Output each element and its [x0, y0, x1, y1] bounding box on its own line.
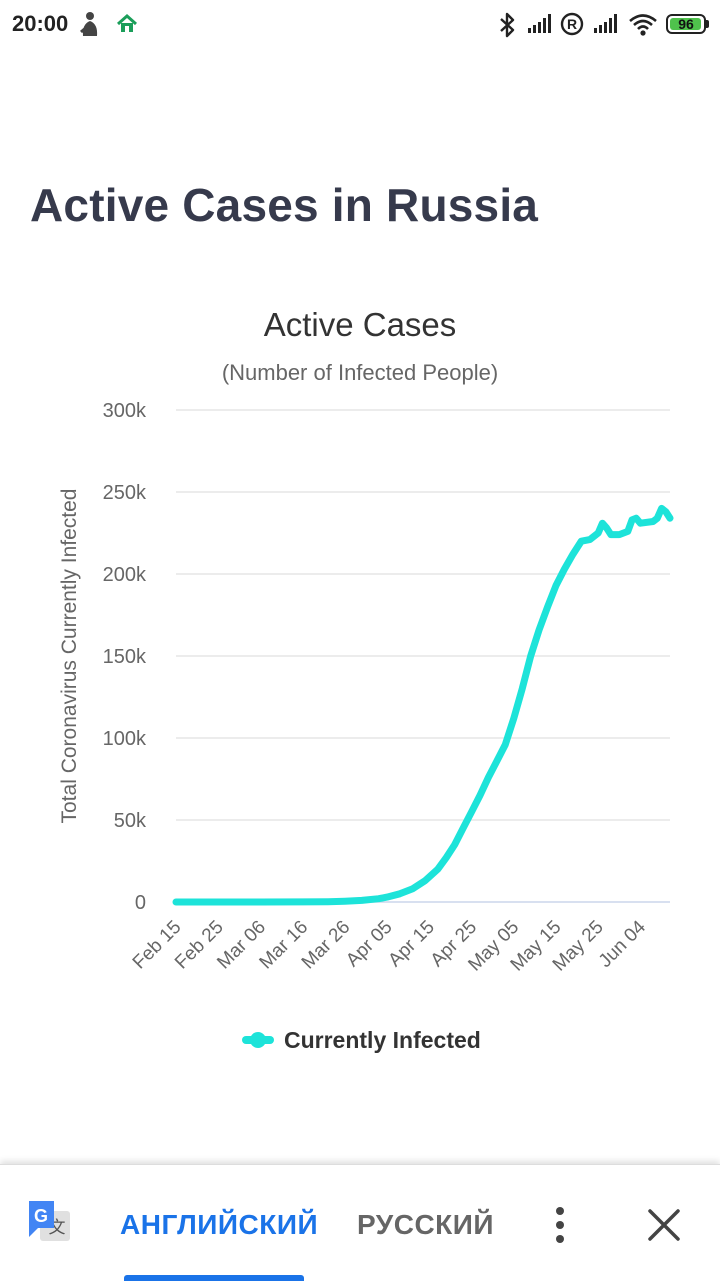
battery-percent: 96 [678, 16, 694, 32]
close-icon[interactable] [644, 1205, 684, 1245]
y-tick-label: 200k [103, 564, 147, 586]
legend-series-label[interactable]: Currently Infected [284, 1026, 481, 1053]
x-tick-label: Apr 15 [384, 917, 438, 971]
x-tick-label: Mar 26 [298, 917, 355, 974]
battery-tip [706, 20, 709, 28]
chart-plot-area: 0 50k 100k 150k 200k 250k 300k Total Coronaviru… [58, 400, 674, 976]
battery-level [670, 18, 701, 30]
series-line-currently-infected [172, 504, 674, 906]
y-tick-label: 250k [103, 482, 147, 504]
y-tick-label: 100k [103, 728, 147, 750]
y-tick-label: 300k [103, 400, 147, 422]
roaming-icon: R [560, 12, 584, 36]
chart-subtitle: (Number of Infected People) [221, 360, 499, 385]
wifi-icon [629, 14, 657, 36]
svg-text:R: R [567, 16, 577, 32]
page-title: Active Cases in Russia [30, 179, 539, 231]
x-tick-label: Jun 04 [595, 916, 650, 971]
bluetooth-icon [500, 12, 515, 38]
active-tab-indicator [124, 1275, 304, 1281]
signal-icon [594, 14, 617, 33]
legend-series-marker [242, 1032, 274, 1048]
home-notification-icon [117, 13, 137, 32]
signal-icon [528, 14, 551, 33]
y-axis-title: Total Coronavirus Currently Infected [58, 489, 81, 824]
chart-legend[interactable]: Currently Infected [242, 1024, 481, 1056]
tab-source-language[interactable]: АНГЛИЙСКИЙ [120, 1209, 319, 1240]
active-cases-chart: Active Cases (Number of Infected People)… [0, 290, 720, 1090]
x-tick-label: Apr 05 [342, 917, 396, 971]
tab-target-language[interactable]: РУССКИЙ [357, 1209, 495, 1240]
y-tick-label: 150k [103, 646, 147, 668]
person-notification-icon [80, 12, 98, 36]
battery-icon: 96 [666, 14, 706, 34]
y-tick-label: 50k [114, 810, 147, 832]
status-bar: 20:00 R 96 [0, 0, 720, 50]
translate-bar: 文 G АНГЛИЙСКИЙ РУССКИЙ [0, 1164, 720, 1281]
google-translate-icon[interactable]: 文 G [26, 1199, 72, 1247]
y-tick-label: 0 [135, 892, 146, 914]
chart-title: Active Cases [263, 306, 457, 343]
more-options-icon[interactable] [540, 1205, 580, 1245]
status-time: 20:00 [12, 11, 69, 36]
svg-text:G: G [34, 1206, 48, 1226]
